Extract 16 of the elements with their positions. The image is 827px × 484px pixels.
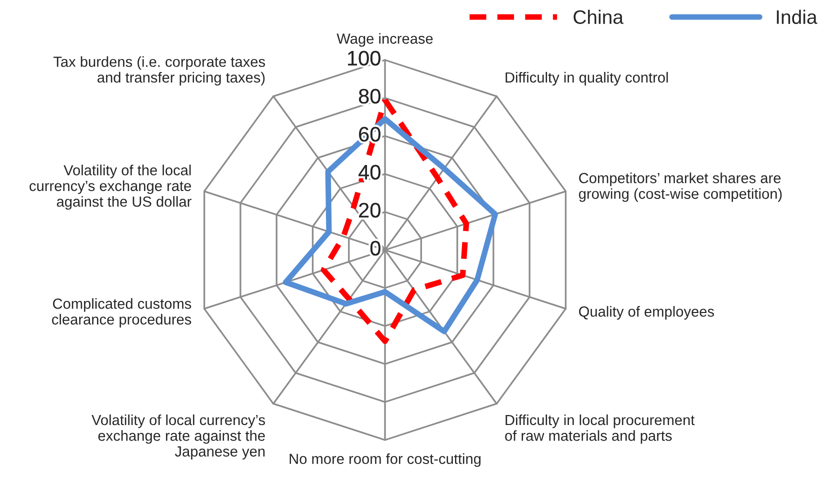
- y-tick-label: 80: [358, 88, 380, 104]
- spoke-label: Tax burdens (i.e. corporate taxes and transfer pricing taxes): [53, 56, 265, 86]
- spoke-label: Quality of employees: [579, 306, 714, 320]
- legend-label: China: [574, 10, 624, 24]
- spoke-label: Wage increase: [336, 33, 433, 47]
- spoke-label: Difficulty in local procurement of raw materials and parts: [505, 414, 695, 444]
- y-tick-label: 20: [359, 202, 380, 218]
- spoke-label: Volatility of the local currency’s exchange rate against the US dollar: [30, 164, 192, 210]
- spoke-label: Competitors’ market shares are growing (cost-wise competition): [578, 172, 782, 202]
- spoke-label: Complicated customs clearance procedures: [52, 298, 192, 328]
- y-tick-label: 0: [370, 240, 380, 256]
- y-tick-label: 100: [348, 50, 380, 66]
- legend-label: India: [776, 10, 818, 24]
- spoke-label: Difficulty in quality control: [506, 72, 668, 86]
- spoke-label: Volatility of local currency’s exchange rate against the Japanese yen: [92, 414, 265, 460]
- spoke-label: No more room for cost-cutting: [290, 453, 481, 467]
